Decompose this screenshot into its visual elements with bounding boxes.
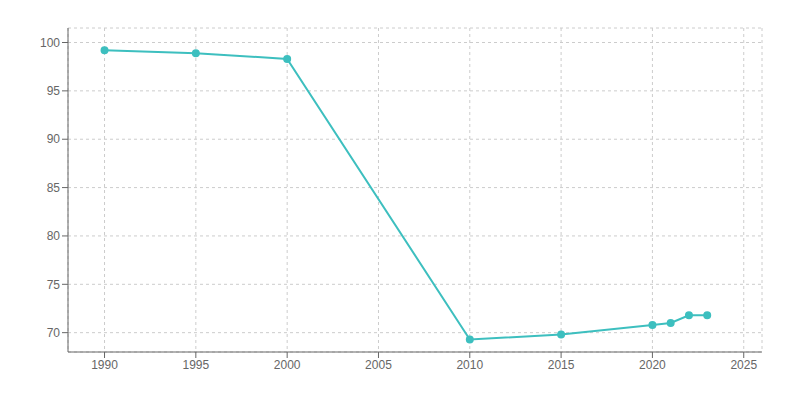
svg-text:90: 90 <box>47 132 61 146</box>
svg-text:2015: 2015 <box>548 358 575 372</box>
svg-text:100: 100 <box>40 36 60 50</box>
svg-text:70: 70 <box>47 326 61 340</box>
svg-text:2005: 2005 <box>365 358 392 372</box>
svg-text:2025: 2025 <box>730 358 757 372</box>
svg-text:95: 95 <box>47 84 61 98</box>
svg-text:75: 75 <box>47 278 61 292</box>
svg-text:85: 85 <box>47 181 61 195</box>
svg-text:1995: 1995 <box>182 358 209 372</box>
svg-text:2010: 2010 <box>456 358 483 372</box>
svg-text:2020: 2020 <box>639 358 666 372</box>
svg-text:1990: 1990 <box>91 358 118 372</box>
svg-text:80: 80 <box>47 229 61 243</box>
svg-text:2000: 2000 <box>274 358 301 372</box>
